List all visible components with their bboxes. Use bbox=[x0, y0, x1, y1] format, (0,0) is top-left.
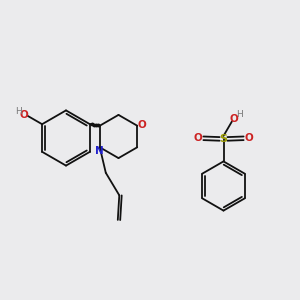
Text: S: S bbox=[220, 134, 227, 144]
Text: H: H bbox=[236, 110, 243, 119]
Text: O: O bbox=[229, 114, 238, 124]
Text: N: N bbox=[95, 146, 104, 156]
Text: O: O bbox=[245, 133, 254, 143]
Text: O: O bbox=[138, 120, 146, 130]
Text: H: H bbox=[15, 106, 22, 116]
Text: O: O bbox=[20, 110, 28, 120]
Text: O: O bbox=[193, 133, 202, 143]
